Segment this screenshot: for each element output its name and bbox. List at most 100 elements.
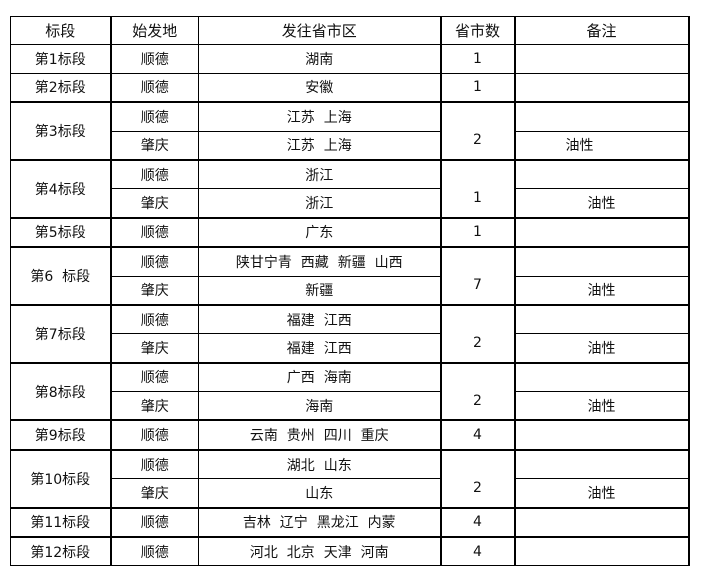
note-cell <box>514 72 690 103</box>
count-cell-text: 4 <box>473 543 482 560</box>
origin-cell: 顺德 <box>110 158 199 190</box>
destination-cell: 浙江 <box>198 158 442 190</box>
section-label-text: 第2标段 <box>34 80 86 97</box>
note-cell <box>514 44 690 74</box>
destination-cell-text: 福建 江西 <box>286 340 352 357</box>
origin-cell: 肇庆 <box>110 391 199 421</box>
count-cell-text: 2 <box>473 132 482 149</box>
origin-cell: 顺德 <box>110 72 199 103</box>
section-label: 第11标段 <box>10 506 112 538</box>
destination-cell: 河北 北京 天津 河南 <box>198 536 442 566</box>
section-label: 第12标段 <box>10 536 112 566</box>
origin-cell: 顺德 <box>110 246 199 277</box>
count-cell-text: 7 <box>473 277 482 294</box>
note-cell <box>514 536 690 566</box>
destination-cell-text: 广西 海南 <box>286 370 352 387</box>
destination-cell: 福建 江西 <box>198 333 442 364</box>
section-label: 第1标段 <box>10 44 112 74</box>
section-label: 第3标段 <box>10 101 112 161</box>
origin-cell: 顺德 <box>110 101 199 132</box>
table-row: 肇庆 福建 江西 油性 <box>11 333 690 364</box>
table-row: 肇庆 浙江 油性 <box>11 188 690 219</box>
destination-cell-text: 陕甘宁青 西藏 新疆 山西 <box>235 254 403 271</box>
count-cell-text: 4 <box>473 514 482 531</box>
section-label-text: 第3标段 <box>34 124 86 141</box>
destination-cell-text: 江苏 上海 <box>286 138 352 155</box>
origin-cell: 顺德 <box>110 44 199 74</box>
section-label-text: 第1标段 <box>34 52 86 69</box>
note-cell: 油性 <box>514 478 690 509</box>
note-cell-text: 油性 <box>587 283 616 300</box>
destination-cell: 福建 江西 <box>198 303 442 335</box>
section-label: 第4标段 <box>10 158 112 219</box>
destination-cell-text: 广东 <box>305 225 334 242</box>
header-origin: 始发地 <box>110 15 199 46</box>
note-cell <box>514 246 690 277</box>
count-cell: 2 <box>440 101 516 161</box>
count-cell-text: 2 <box>473 479 482 496</box>
origin-cell-text: 顺德 <box>140 109 169 126</box>
section-label-text: 第11标段 <box>30 515 91 532</box>
origin-cell: 肇庆 <box>110 130 199 161</box>
section-label: 第9标段 <box>10 419 112 451</box>
count-cell: 1 <box>440 158 516 219</box>
destination-cell: 山东 <box>198 478 442 509</box>
origin-cell: 顺德 <box>110 419 199 451</box>
note-cell: 油性 <box>514 391 690 421</box>
count-cell-text: 1 <box>473 51 482 68</box>
count-cell: 1 <box>440 72 516 103</box>
note-cell <box>514 506 690 538</box>
count-cell-text: 1 <box>473 189 482 206</box>
destination-cell: 新疆 <box>198 275 442 306</box>
destination-cell-text: 山东 <box>305 485 334 502</box>
count-cell: 2 <box>440 448 516 509</box>
table-row: 第12标段 顺德 河北 北京 天津 河南 4 <box>10 536 690 566</box>
origin-cell-text: 顺德 <box>140 80 169 97</box>
note-cell <box>514 448 690 480</box>
header-count: 省市数 <box>440 15 516 46</box>
count-cell-text: 2 <box>473 392 482 409</box>
count-cell: 7 <box>440 246 516 306</box>
table-row: 第9标段 顺德 云南 贵州 四川 重庆 4 <box>10 419 690 451</box>
header-row: 标段 始发地 发往省市区 省市数 备注 <box>10 15 690 46</box>
note-cell-text: 油性 <box>587 398 616 415</box>
route-table: 标段 始发地 发往省市区 省市数 备注 第1标段 顺德 湖南 1 第2标段 顺德 安徽 1 第3… <box>10 15 690 566</box>
destination-cell-text: 湖北 山东 <box>286 457 352 474</box>
destination-cell-text: 江苏 上海 <box>286 109 352 126</box>
destination-cell: 安徽 <box>198 72 442 103</box>
destination-cell: 江苏 上海 <box>198 130 442 161</box>
table-row: 第8标段 顺德 广西 海南 2 <box>10 361 690 421</box>
note-cell <box>514 101 690 132</box>
section-label-text: 第9标段 <box>34 428 86 445</box>
note-cell <box>514 303 690 335</box>
table-row: 第11标段 顺德 吉林 辽宁 黑龙江 内蒙 4 <box>10 506 690 538</box>
note-cell: 油性 <box>514 188 690 219</box>
section-label: 第7标段 <box>10 303 112 364</box>
count-cell-text: 2 <box>473 334 482 351</box>
destination-cell-text: 浙江 <box>305 167 334 184</box>
section-label-text: 第7标段 <box>34 326 86 343</box>
origin-cell-text: 肇庆 <box>140 340 169 357</box>
table-row: 第5标段 顺德 广东 1 <box>10 216 690 248</box>
header-destination: 发往省市区 <box>198 15 442 46</box>
count-cell-text: 1 <box>473 224 482 241</box>
origin-cell: 顺德 <box>110 361 199 393</box>
count-cell-text: 1 <box>473 79 482 96</box>
note-cell: 油性 <box>514 275 690 306</box>
destination-cell-text: 福建 江西 <box>286 312 352 329</box>
destination-cell: 浙江 <box>198 188 442 219</box>
origin-cell-text: 肇庆 <box>140 138 169 155</box>
count-cell: 4 <box>440 419 516 451</box>
count-cell-text: 4 <box>473 427 482 444</box>
destination-cell: 吉林 辽宁 黑龙江 内蒙 <box>198 506 442 538</box>
count-cell: 2 <box>440 361 516 421</box>
section-label-text: 第8标段 <box>34 384 86 401</box>
origin-cell-text: 顺德 <box>140 312 169 329</box>
note-cell: 油性 <box>514 333 690 364</box>
origin-cell: 顺德 <box>110 536 199 566</box>
destination-cell-text: 吉林 辽宁 黑龙江 内蒙 <box>242 515 396 532</box>
origin-cell-text: 肇庆 <box>140 196 169 213</box>
origin-cell-text: 顺德 <box>140 457 169 474</box>
header-section: 标段 <box>10 15 112 46</box>
destination-cell: 广东 <box>198 216 442 248</box>
